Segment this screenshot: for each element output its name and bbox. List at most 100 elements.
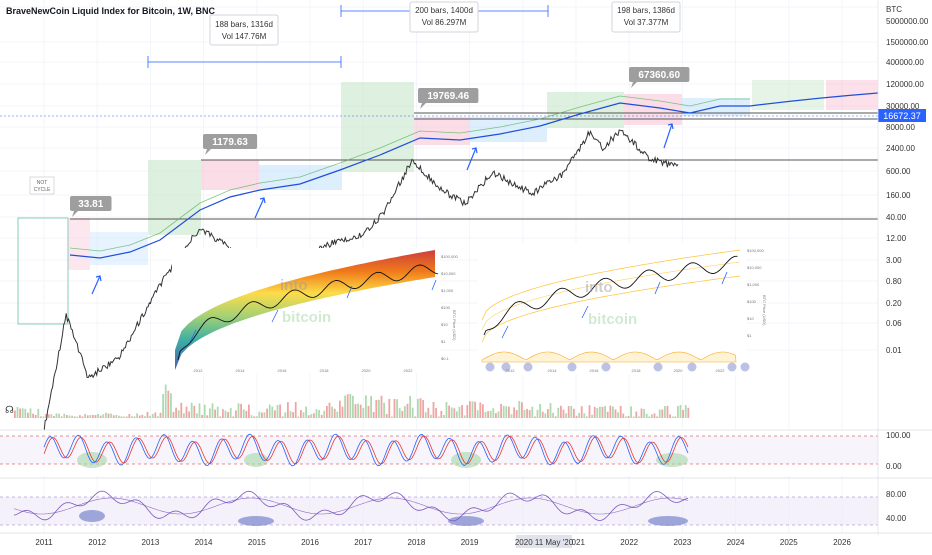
year-label: 2022	[620, 538, 638, 547]
peak-label: 33.81	[70, 196, 112, 217]
rsi-axis-label: 40.00	[886, 514, 907, 523]
measure-3-bars: 198 bars, 1386d	[617, 6, 675, 15]
svg-text:2012: 2012	[506, 368, 516, 373]
price-axis-label: 40.00	[886, 213, 907, 222]
peak-label: 19769.46	[418, 88, 479, 109]
svg-text:2022: 2022	[716, 368, 726, 373]
rsi-line	[13, 490, 689, 522]
axis-currency: BTC	[886, 5, 902, 14]
price-axis-label: 0.20	[886, 299, 902, 308]
measure-box-2: 200 bars, 1400d Vol 86.297M	[409, 1, 479, 33]
inset-right-upper-band	[481, 249, 741, 321]
pane-toggle-icon[interactable]: ☊	[5, 405, 14, 416]
price-axis-label: 8000.00	[886, 123, 915, 132]
price-axis-label: 1500000.00	[886, 38, 929, 47]
svg-text:2012: 2012	[194, 368, 204, 373]
inset-right-arrows	[501, 271, 728, 339]
price-axis-label: 400000.00	[886, 58, 924, 67]
price-axis-label: 0.01	[886, 346, 902, 355]
svg-text:$10: $10	[441, 322, 448, 327]
peak-labels: 33.81 1179.63 19769.46 67360.60	[70, 67, 690, 217]
measure-1-vol: Vol 147.76M	[222, 32, 267, 41]
measure-box-1: 188 bars, 1316d Vol 147.76M	[209, 14, 279, 46]
svg-text:NOT: NOT	[37, 180, 48, 186]
svg-text:2022: 2022	[404, 368, 414, 373]
svg-text:$10,000: $10,000	[441, 271, 456, 276]
svg-text:$100: $100	[747, 299, 757, 304]
volume-bars	[14, 384, 690, 418]
inset-right-price-line	[483, 255, 738, 336]
year-label: 2024	[727, 538, 745, 547]
year-label: 2013	[142, 538, 160, 547]
svg-text:$10,000: $10,000	[747, 265, 762, 270]
year-label: 2021	[567, 538, 585, 547]
inset-left-x-labels: 2012 2014 2016 2018 2020 2022	[194, 368, 414, 373]
inset-left-arrows	[189, 279, 437, 343]
crosshair-date-tag	[516, 535, 572, 548]
stoch-axis-label: 100.00	[886, 431, 911, 440]
svg-text:$100,000: $100,000	[747, 248, 764, 253]
price-axis-label: 3.00	[886, 256, 902, 265]
moving-average-line	[69, 102, 750, 259]
svg-text:2016: 2016	[590, 368, 600, 373]
svg-text:2016: 2016	[278, 368, 288, 373]
svg-text:$1: $1	[747, 333, 752, 338]
measure-3-vol: Vol 37.377M	[624, 18, 669, 27]
svg-text:1179.63: 1179.63	[212, 137, 248, 148]
price-axis-label: 2400.00	[886, 144, 915, 153]
peak-label: 1179.63	[203, 134, 258, 155]
svg-text:CYCLE: CYCLE	[34, 187, 51, 193]
price-axis-label: 5000000.00	[886, 17, 929, 26]
svg-text:19769.46: 19769.46	[427, 91, 469, 102]
inset-left-price-line	[177, 264, 439, 361]
not-cycle-label: NOT CYCLE	[29, 176, 55, 195]
year-label: 2026	[833, 538, 851, 547]
price-axis-label: 0.80	[886, 277, 902, 286]
rainbow-chart-inset: into bitcoin 2012 2014 2016 2018 2020 2022 $1…	[172, 248, 458, 373]
peak-label: 67360.60	[629, 67, 690, 88]
price-axis[interactable]: 5000000.00 1500000.00 400000.00 120000.00 30…	[877, 0, 929, 535]
year-label: 2023	[674, 538, 692, 547]
price-axis-label: 600.00	[886, 167, 911, 176]
svg-text:2014: 2014	[548, 368, 558, 373]
inset-left-y-labels: $100,000 $10,000 $1,000 $100 $10 $1 $0.1	[441, 254, 458, 361]
support-levels	[70, 112, 878, 220]
time-axis[interactable]: 2011 2012 2013 2014 2015 2016 2017 2018 2019 2021…	[0, 532, 932, 547]
stochastic-rsi-pane	[0, 429, 932, 476]
arrow-annotations	[91, 123, 674, 295]
inset-right-ylabel: BTC Price (USD)	[762, 295, 767, 326]
year-label: 2015	[248, 538, 266, 547]
inset-right-watermark-top: into	[585, 279, 613, 296]
inset-right-y-labels: $100,000 $10,000 $1,000 $100 $10 $1	[747, 248, 764, 338]
current-price-value: 16672.37	[883, 111, 921, 121]
inset-right-watermark-bottom: bitcoin	[588, 311, 637, 328]
inset-right-lower-band	[481, 275, 741, 343]
svg-text:$100,000: $100,000	[441, 254, 458, 259]
current-price-marker: 16672.37	[0, 109, 926, 122]
measure-2-vol: Vol 86.297M	[422, 18, 467, 27]
svg-text:2018: 2018	[632, 368, 642, 373]
price-axis-label: 160.00	[886, 191, 911, 200]
rsi-pane	[0, 477, 932, 526]
rainbow-band	[175, 250, 435, 370]
inset-left-watermark-top: into	[280, 277, 308, 294]
price-axis-label: 30000.00	[886, 102, 920, 111]
logreg-chart-inset: into bitcoin 2012 2014 2016 2018 2020 2022 $1…	[478, 243, 767, 375]
measure-box-3: 198 bars, 1386d Vol 37.377M	[611, 1, 681, 33]
svg-text:$100: $100	[441, 305, 451, 310]
svg-text:$0.1: $0.1	[441, 356, 450, 361]
year-label: 2018	[408, 538, 426, 547]
measure-1-bars: 188 bars, 1316d	[215, 20, 273, 29]
chart-title: BraveNewCoin Liquid Index for Bitcoin, 1…	[6, 6, 216, 16]
svg-text:2020: 2020	[362, 368, 372, 373]
svg-text:33.81: 33.81	[78, 199, 103, 210]
rsi-ma-line	[13, 497, 689, 515]
price-axis-label: 12.00	[886, 234, 907, 243]
moving-average-line-2	[69, 95, 750, 252]
measure-2-bars: 200 bars, 1400d	[415, 6, 473, 15]
inset-left-watermark-bottom: bitcoin	[282, 309, 331, 326]
inset-right-x-labels: 2012 2014 2016 2018 2020 2022	[506, 368, 726, 373]
inset-left-ylabel: BTC Price (USD)	[452, 310, 457, 341]
inset-right-oscillator	[481, 351, 737, 363]
